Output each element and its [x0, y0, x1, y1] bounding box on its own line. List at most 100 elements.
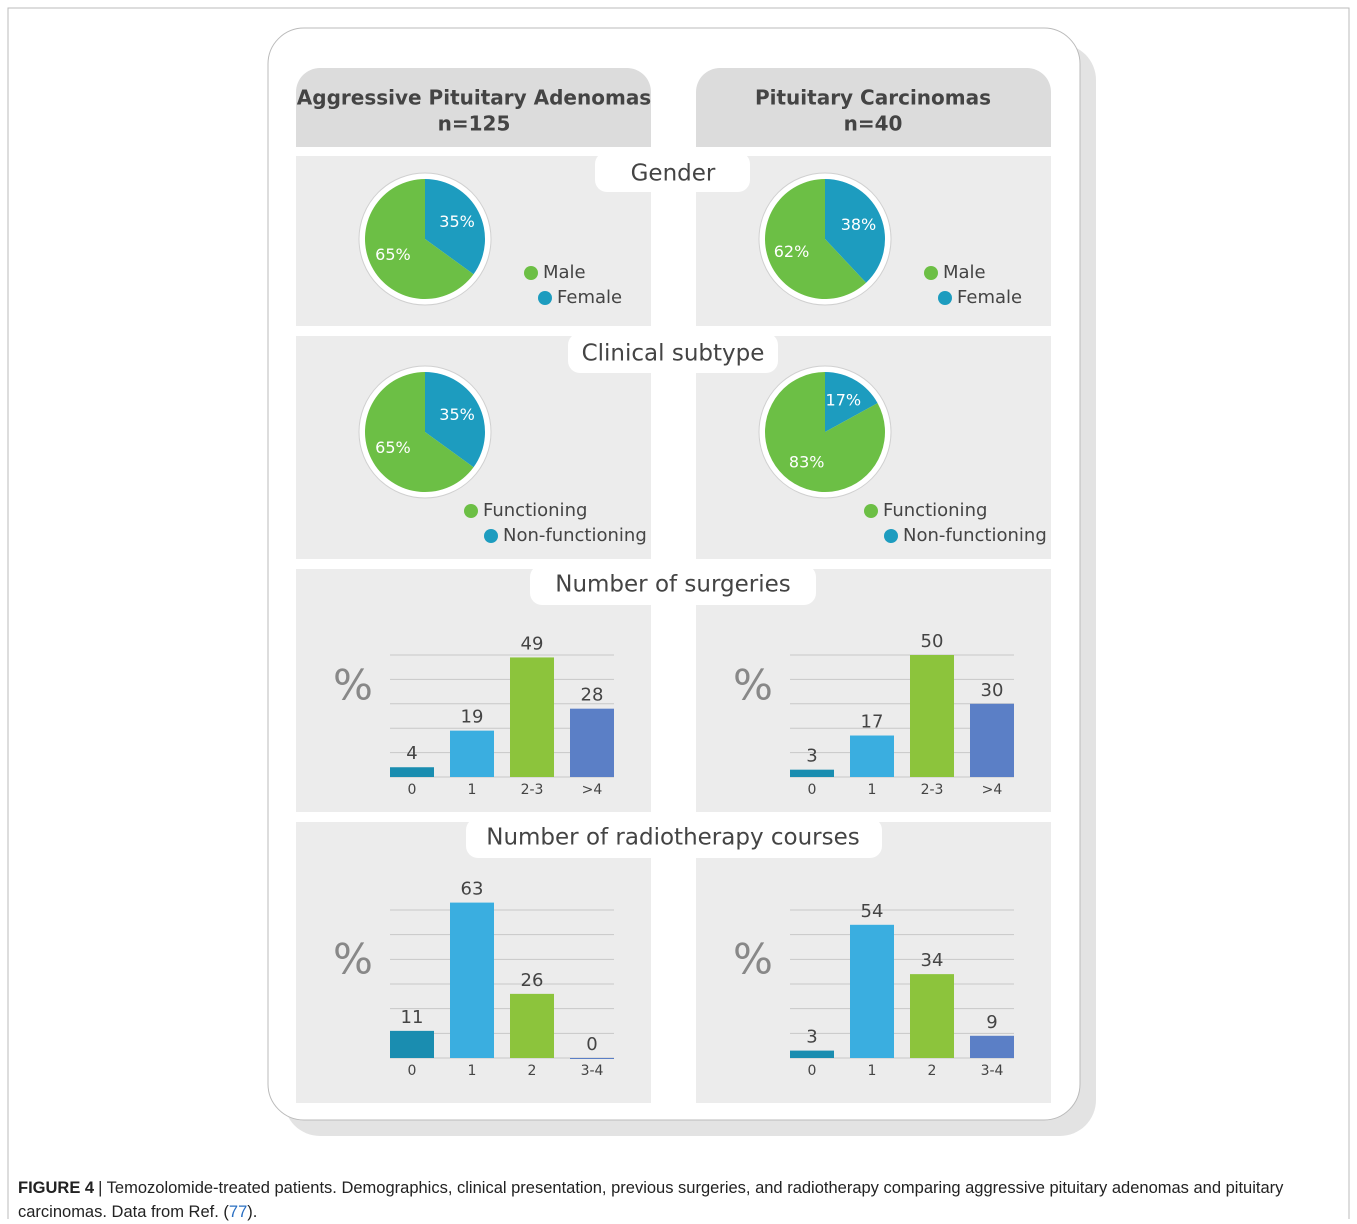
x-tick-label: 1: [868, 782, 877, 798]
section-pill: [530, 565, 816, 605]
pie-value-label: 35%: [439, 405, 475, 424]
section-pill: [466, 818, 882, 858]
bar: [570, 708, 614, 777]
pie-slice: [425, 179, 486, 275]
pie-value-label: 83%: [789, 452, 825, 471]
caption-text: | Temozolomide-treated patients. Demogra…: [18, 1179, 1284, 1221]
bar: [390, 1030, 434, 1058]
section-pill: [595, 152, 750, 192]
x-tick-label: >4: [982, 782, 1003, 798]
bar-value-label: 30: [981, 680, 1004, 701]
bar: [850, 735, 894, 777]
caption-end: ).: [247, 1203, 258, 1221]
x-tick-label: 2-3: [521, 782, 544, 798]
bar-value-label: 17: [861, 712, 884, 733]
pie-value-label: 38%: [841, 215, 877, 234]
legend-label: Non-functioning: [503, 525, 647, 546]
pie-value-label: 17%: [826, 391, 862, 410]
bar-value-label: 50: [921, 631, 944, 652]
caption: FIGURE 4 | Temozolomide-treated patients.…: [18, 1176, 1343, 1224]
bar: [850, 924, 894, 1058]
bar-value-label: 3: [806, 746, 817, 767]
y-axis-label: %: [733, 661, 773, 710]
pie-slice: [365, 179, 474, 299]
x-tick-label: >4: [582, 782, 603, 798]
bar-value-label: 49: [521, 633, 544, 654]
bar: [390, 767, 434, 777]
bar-value-label: 63: [461, 879, 484, 900]
legend-label: Functioning: [483, 500, 587, 521]
bar: [510, 993, 554, 1058]
x-tick-label: 0: [408, 1063, 417, 1079]
bar: [450, 730, 494, 777]
x-tick-label: 0: [408, 782, 417, 798]
bar: [790, 769, 834, 777]
bar-value-label: 3: [806, 1027, 817, 1048]
x-tick-label: 3-4: [581, 1063, 604, 1079]
bar: [510, 657, 554, 777]
legend-marker: [464, 504, 478, 518]
bar: [450, 902, 494, 1058]
x-tick-label: 3-4: [981, 1063, 1004, 1079]
bar: [970, 703, 1014, 777]
x-tick-label: 1: [468, 782, 477, 798]
section-pill: [568, 333, 778, 373]
legend-marker: [938, 291, 952, 305]
bar-value-label: 28: [581, 685, 604, 706]
legend-marker: [884, 529, 898, 543]
column-n: n=40: [844, 112, 903, 136]
legend-label: Male: [943, 262, 986, 283]
caption-label: FIGURE 4: [18, 1179, 95, 1197]
bar-value-label: 0: [586, 1034, 597, 1055]
bar-value-label: 19: [461, 707, 484, 728]
column-title: Pituitary Carcinomas: [755, 86, 991, 110]
pie-value-label: 62%: [774, 242, 810, 261]
bar: [790, 1050, 834, 1058]
x-tick-label: 2: [528, 1063, 537, 1079]
legend-marker: [524, 266, 538, 280]
y-axis-label: %: [733, 935, 773, 984]
bar-value-label: 11: [401, 1007, 424, 1028]
pie-slice: [825, 179, 885, 283]
bar-value-label: 34: [921, 950, 944, 971]
x-tick-label: 1: [868, 1063, 877, 1079]
frame: [7, 7, 1350, 1219]
bar: [970, 1035, 1014, 1058]
y-axis-label: %: [333, 935, 373, 984]
column-header: [296, 68, 651, 147]
section-title: Number of surgeries: [555, 572, 791, 598]
legend-marker: [864, 504, 878, 518]
legend-label: Non-functioning: [903, 525, 1047, 546]
bar-value-label: 26: [521, 970, 544, 991]
pie-slice: [765, 372, 885, 492]
column-header: [696, 68, 1051, 147]
section-title: Clinical subtype: [582, 341, 765, 367]
pie-slice: [425, 372, 486, 468]
x-tick-label: 2: [928, 1063, 937, 1079]
legend-label: Male: [543, 262, 586, 283]
bar: [910, 655, 954, 777]
column-title: Aggressive Pituitary Adenomas: [297, 86, 651, 110]
bar: [910, 974, 954, 1058]
bar-value-label: 54: [861, 901, 884, 922]
legend-label: Functioning: [883, 500, 987, 521]
legend-marker: [924, 266, 938, 280]
pie-value-label: 65%: [375, 438, 411, 457]
section-title: Gender: [631, 161, 716, 187]
bar: [570, 1058, 614, 1059]
pie-value-label: 35%: [439, 212, 475, 231]
legend-label: Female: [957, 287, 1022, 308]
caption-ref[interactable]: 77: [228, 1203, 248, 1221]
pie-slice: [365, 372, 474, 492]
pie-value-label: 65%: [375, 245, 411, 264]
pie-slice: [764, 179, 867, 299]
bar-value-label: 4: [406, 743, 417, 764]
bar-value-label: 9: [986, 1012, 997, 1033]
x-tick-label: 0: [808, 1063, 817, 1079]
x-tick-label: 1: [468, 1063, 477, 1079]
legend-label: Female: [557, 287, 622, 308]
column-n: n=125: [438, 112, 511, 136]
y-axis-label: %: [333, 661, 373, 710]
